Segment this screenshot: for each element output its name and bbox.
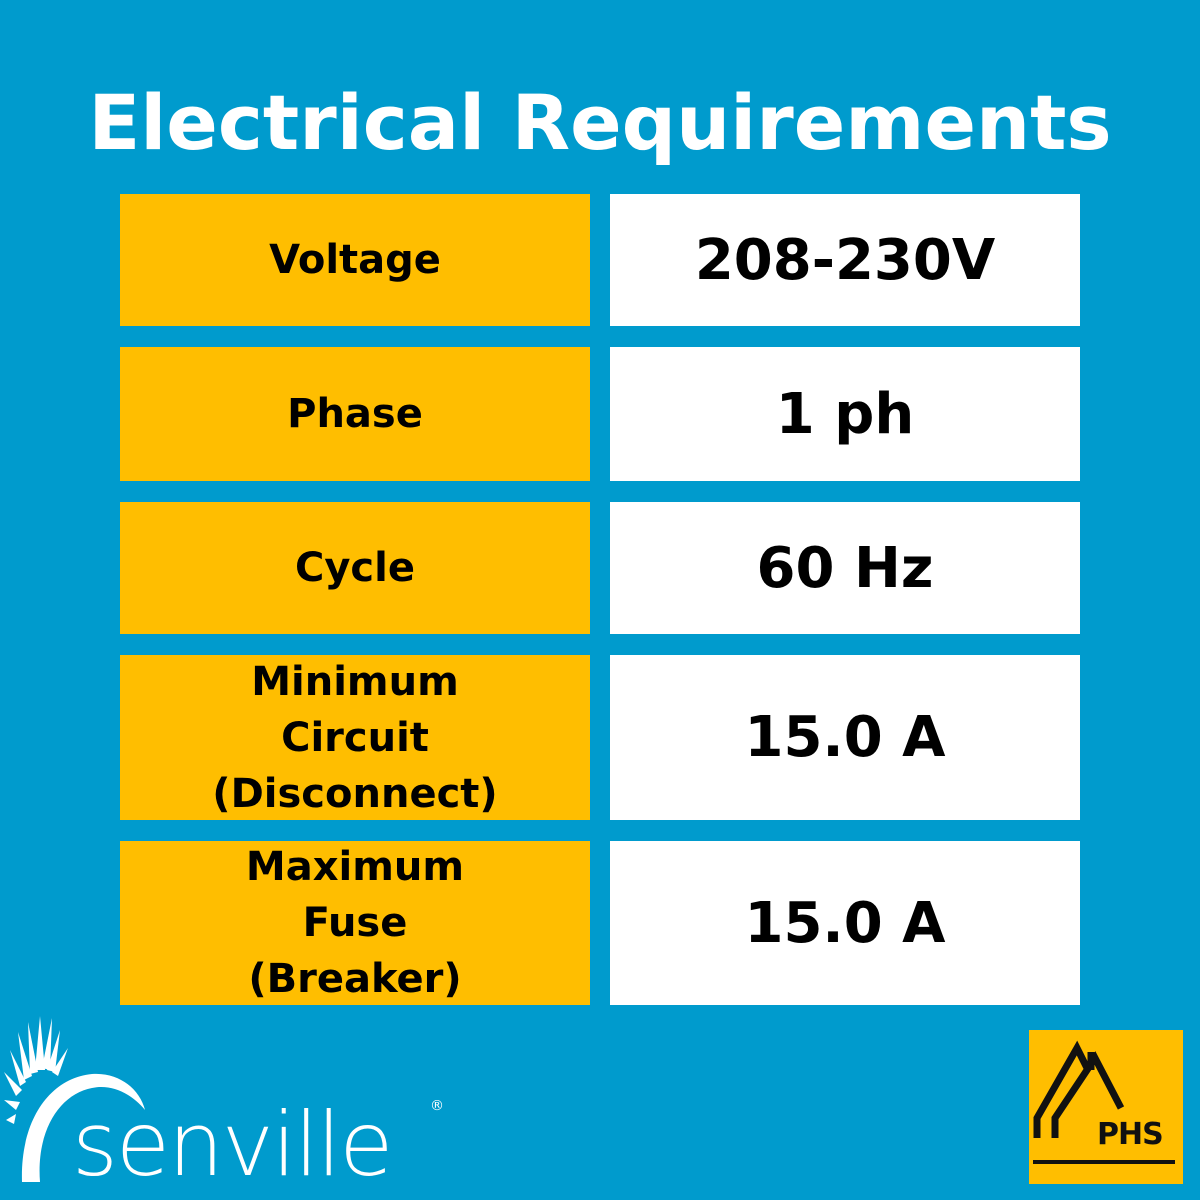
value-voltage: 208-230V: [610, 194, 1080, 326]
value-min-circuit: 15.0 A: [610, 655, 1080, 820]
label-max-fuse: Maximum Fuse (Breaker): [120, 841, 590, 1005]
label-cycle: Cycle: [120, 502, 590, 634]
svg-text:®: ®: [430, 1098, 444, 1114]
value-phase: 1 ph: [610, 347, 1080, 481]
label-voltage: Voltage: [120, 194, 590, 326]
senville-logo: senville ®: [4, 1016, 444, 1196]
page-title: Electrical Requirements: [88, 78, 1112, 167]
phs-text: PHS: [1097, 1117, 1163, 1152]
label-phase: Phase: [120, 347, 590, 481]
value-cycle: 60 Hz: [610, 502, 1080, 634]
label-min-circuit: Minimum Circuit (Disconnect): [120, 655, 590, 820]
value-max-fuse: 15.0 A: [610, 841, 1080, 1005]
phs-logo: PHS: [1029, 1030, 1183, 1184]
senville-wordmark: senville: [72, 1093, 391, 1196]
